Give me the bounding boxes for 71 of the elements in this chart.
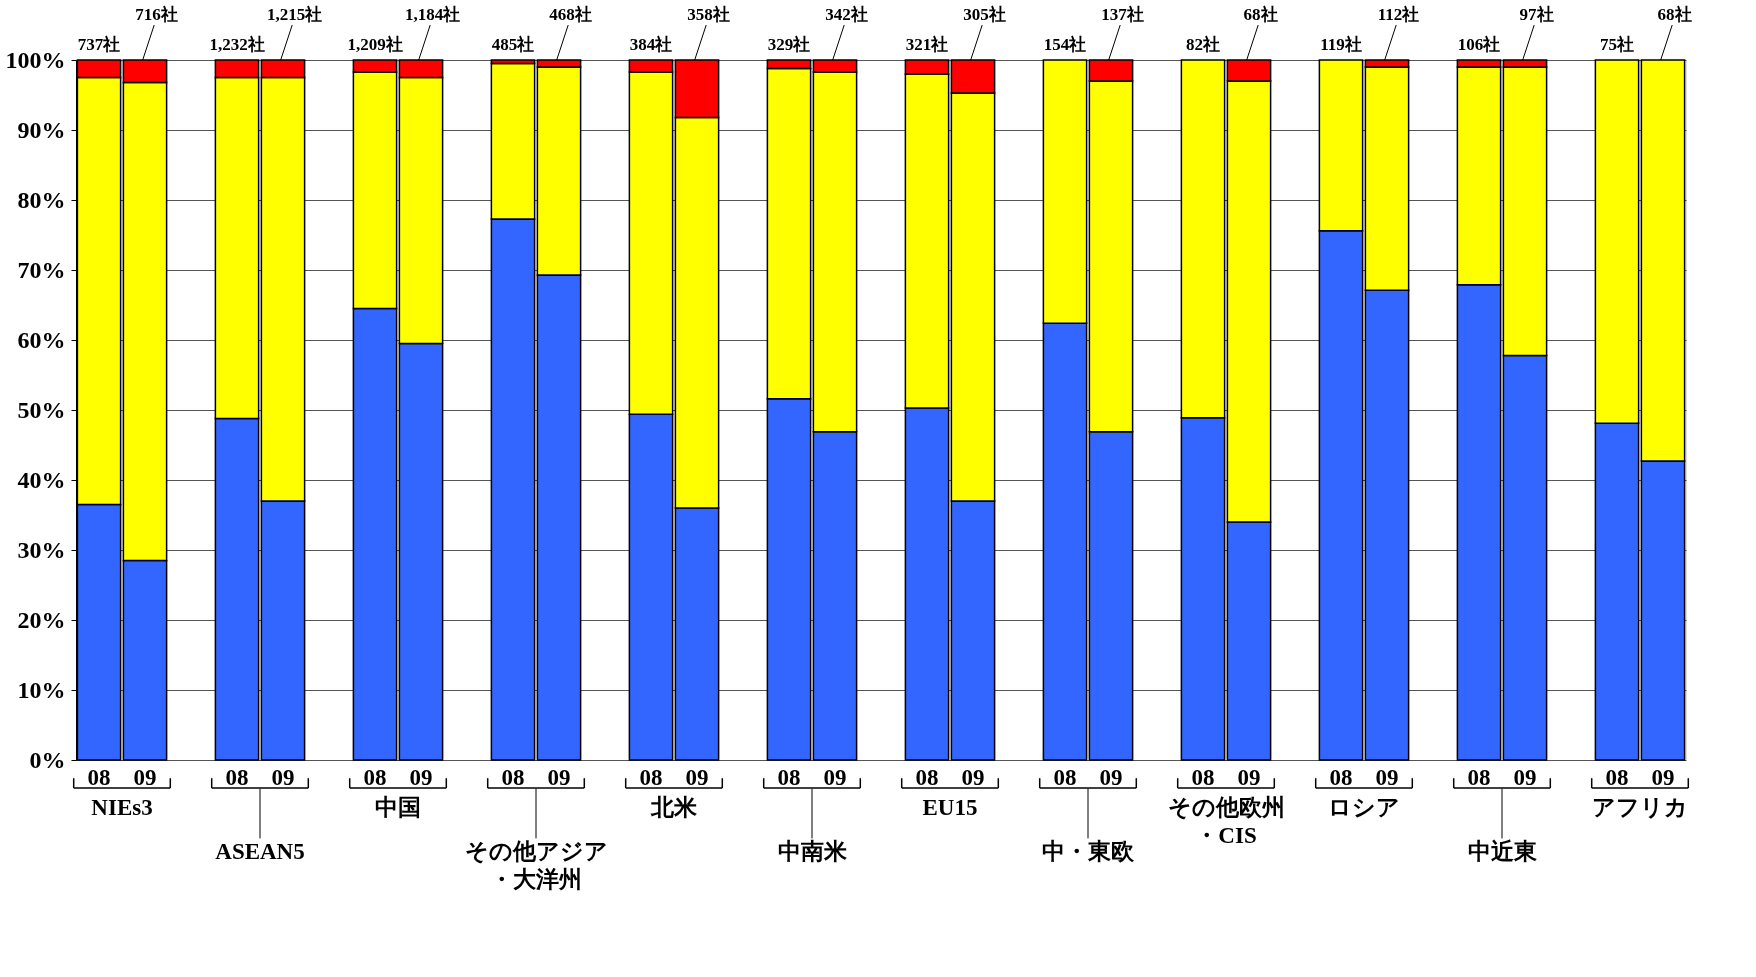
x-tick-label: 08 [1329,765,1353,791]
text: 中国 [375,795,421,821]
y-tick-label: 50% [17,396,66,423]
text: ASEAN5 [215,839,305,865]
x-tick-label: 08 [1191,765,1215,791]
x-tick-label: 08 [1605,765,1629,791]
text: 1,215社 [266,4,323,24]
x-tick-label: 09 [1375,765,1399,791]
x-tick-label: 08 [639,765,663,791]
x-tick-label: 08 [501,765,525,791]
text: 中近東 [1467,839,1537,865]
text: 468社 [549,4,592,24]
text: 154社 [1043,35,1087,55]
text: 中・東欧 [1042,839,1135,865]
x-tick-label: 09 [1513,765,1537,791]
x-tick-label: 08 [225,765,249,791]
text: 97社 [1519,4,1554,24]
text: 106社 [1457,35,1501,55]
x-tick-label: 09 [547,765,571,791]
x-tick-label: 08 [1053,765,1077,791]
x-tick-label: 09 [133,765,157,791]
text: ロシア [1328,795,1400,821]
text: 82社 [1186,35,1220,55]
text: その他アジア・大洋州 [464,839,608,893]
y-tick-label: 60% [17,326,66,353]
x-tick-label: 08 [363,765,387,791]
text: 321社 [905,35,949,55]
text: NIEs3 [91,795,153,821]
text: 1,184社 [404,4,461,24]
y-tick-label: 10% [17,676,66,703]
text: 329社 [767,35,811,55]
y-tick-label: 40% [17,466,66,493]
x-tick-label: 09 [271,765,295,791]
text: 75社 [1600,35,1634,55]
text: その他欧州・CIS [1167,795,1285,849]
text: 北米 [650,795,698,821]
y-tick-label: 70% [17,256,66,283]
text: 1,209社 [347,35,403,55]
text: 中南米 [777,839,848,865]
x-tick-label: 09 [1237,765,1261,791]
x-tick-label: 08 [1467,765,1491,791]
x-tick-label: 09 [823,765,847,791]
text: 137社 [1101,4,1144,24]
text: 119社 [1320,35,1362,55]
text: 68社 [1657,4,1692,24]
y-tick-label: 90% [17,116,66,143]
y-tick-label: 100% [5,46,66,73]
text: 1,232社 [209,35,265,55]
x-tick-label: 08 [915,765,939,791]
y-tick-label: 20% [17,606,66,633]
y-tick-label: 0% [29,746,66,773]
text: 68社 [1243,4,1278,24]
text: 358社 [687,4,730,24]
text: 716社 [135,4,178,24]
text: 305社 [963,4,1006,24]
text: 737社 [77,35,121,55]
x-tick-label: 09 [961,765,985,791]
x-tick-label: 09 [409,765,433,791]
text: 384社 [629,35,673,55]
x-tick-label: 09 [1651,765,1675,791]
x-tick-label: 08 [87,765,111,791]
text: 485社 [491,35,535,55]
x-tick-label: 09 [685,765,709,791]
text: 112社 [1377,4,1420,24]
text: アフリカ [1592,795,1688,821]
text: 342社 [825,4,868,24]
text: EU15 [922,795,978,821]
y-tick-label: 30% [17,536,66,563]
x-tick-label: 08 [777,765,801,791]
y-tick-label: 80% [17,186,66,213]
x-tick-label: 09 [1099,765,1123,791]
